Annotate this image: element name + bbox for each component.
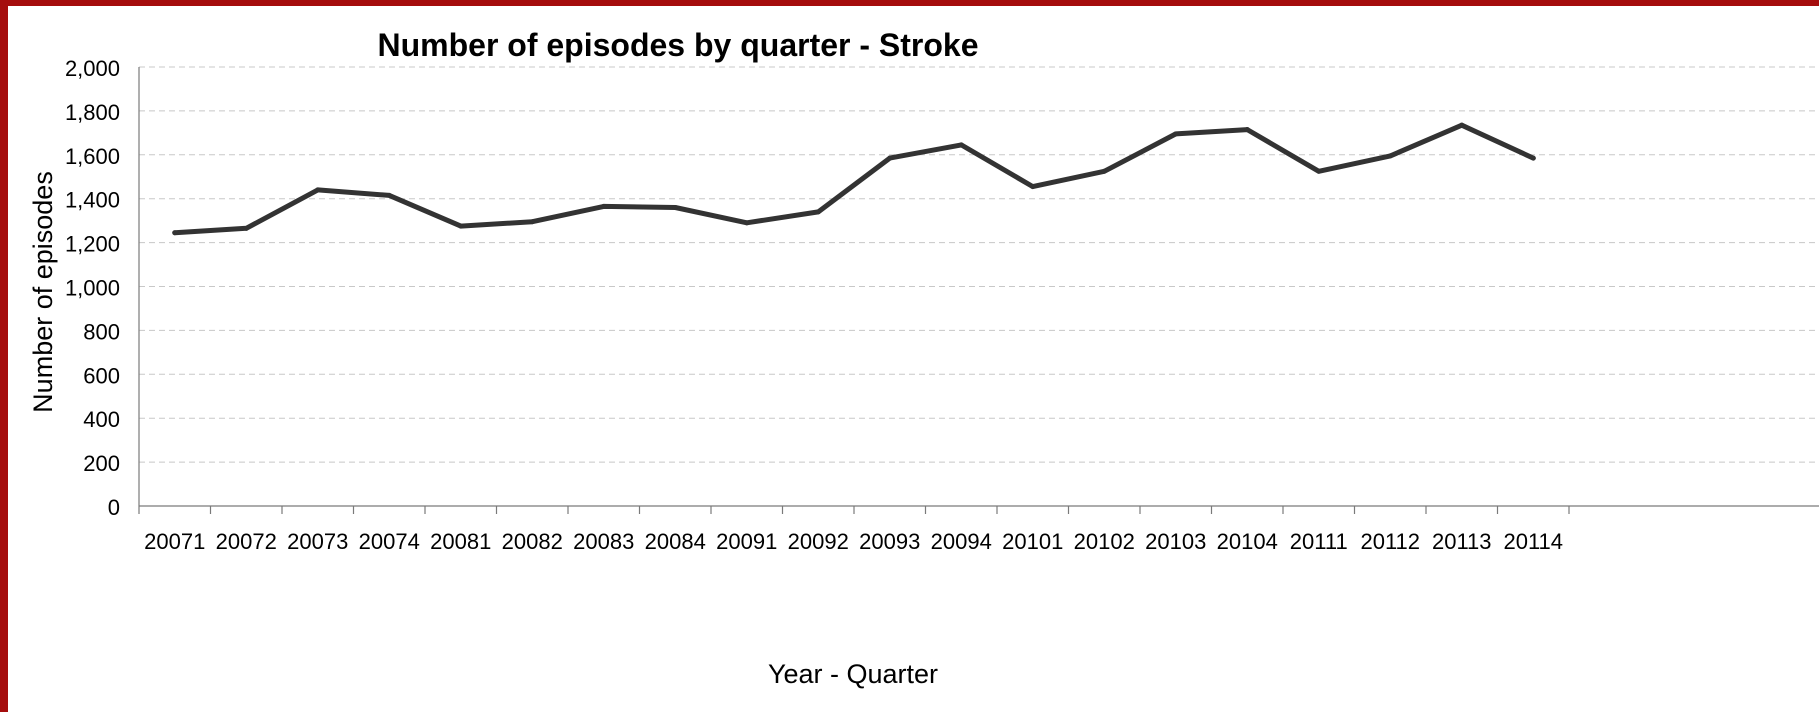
y-tick-label: 0 xyxy=(108,495,120,520)
y-tick-label: 800 xyxy=(83,319,120,344)
y-tick-label: 2,000 xyxy=(65,56,120,81)
x-tick-label: 20071 xyxy=(144,529,205,554)
series-line xyxy=(175,125,1534,233)
grid-lines xyxy=(139,67,1819,462)
data-point xyxy=(387,193,392,198)
x-tick-label: 20083 xyxy=(573,529,634,554)
data-point xyxy=(1102,169,1107,174)
x-tick-label: 20114 xyxy=(1503,529,1563,554)
y-tick-label: 600 xyxy=(83,363,120,388)
data-point xyxy=(530,219,535,224)
x-tick-label: 20103 xyxy=(1145,529,1206,554)
x-tick-label: 20093 xyxy=(859,529,920,554)
x-tick-label: 20074 xyxy=(359,529,420,554)
data-point xyxy=(1030,184,1035,189)
data-point xyxy=(172,230,177,235)
data-point xyxy=(244,226,249,231)
x-tick-label: 20082 xyxy=(502,529,563,554)
x-tick-label: 20113 xyxy=(1432,529,1492,554)
chart-frame: Number of episodes by quarter - Stroke 0… xyxy=(8,6,1819,712)
data-point xyxy=(601,204,606,209)
data-point xyxy=(1459,123,1464,128)
x-tick-label: 20102 xyxy=(1074,529,1135,554)
x-tick-label: 20091 xyxy=(716,529,777,554)
x-tick-label: 20084 xyxy=(645,529,706,554)
y-tick-label: 1,400 xyxy=(65,188,120,213)
y-tick-label: 1,000 xyxy=(65,276,120,301)
y-tick-labels: 0 200 400 600 800 1,000 1,200 1,400 1,600 1,800 2,… xyxy=(65,56,120,520)
x-tick-label: 20094 xyxy=(931,529,992,554)
x-tick-label: 20104 xyxy=(1217,529,1278,554)
x-tick-label: 20101 xyxy=(1002,529,1063,554)
data-point xyxy=(744,220,749,225)
data-point xyxy=(1531,156,1536,161)
data-point xyxy=(1388,153,1393,158)
x-tick-label: 20092 xyxy=(788,529,849,554)
data-point xyxy=(673,205,678,210)
data-point xyxy=(816,209,821,214)
x-tick-label: 20111 xyxy=(1290,529,1348,554)
x-tick-label: 20081 xyxy=(430,529,491,554)
y-tick-label: 1,200 xyxy=(65,232,120,257)
y-tick-label: 400 xyxy=(83,407,120,432)
y-tick-label: 1,600 xyxy=(65,144,120,169)
x-tick-labels: 20071 20072 20073 20074 20081 20082 20083 20084… xyxy=(144,529,1563,554)
chart-title: Number of episodes by quarter - Stroke xyxy=(377,27,978,63)
axes xyxy=(139,67,1819,514)
series xyxy=(172,123,1536,236)
data-point xyxy=(1173,131,1178,136)
y-tick-label: 200 xyxy=(83,451,120,476)
data-point xyxy=(959,142,964,147)
data-point xyxy=(1245,127,1250,132)
data-point xyxy=(458,224,463,229)
y-tick-label: 1,800 xyxy=(65,100,120,125)
data-point xyxy=(1316,169,1321,174)
data-point xyxy=(887,156,892,161)
x-tick-label: 20072 xyxy=(216,529,277,554)
x-axis-title: Year - Quarter xyxy=(768,659,938,689)
x-tick-label: 20073 xyxy=(287,529,348,554)
line-chart: Number of episodes by quarter - Stroke 0… xyxy=(8,6,1819,712)
y-axis-title: Number of episodes xyxy=(28,171,58,413)
x-tick-label: 20112 xyxy=(1360,529,1420,554)
data-point xyxy=(315,187,320,192)
